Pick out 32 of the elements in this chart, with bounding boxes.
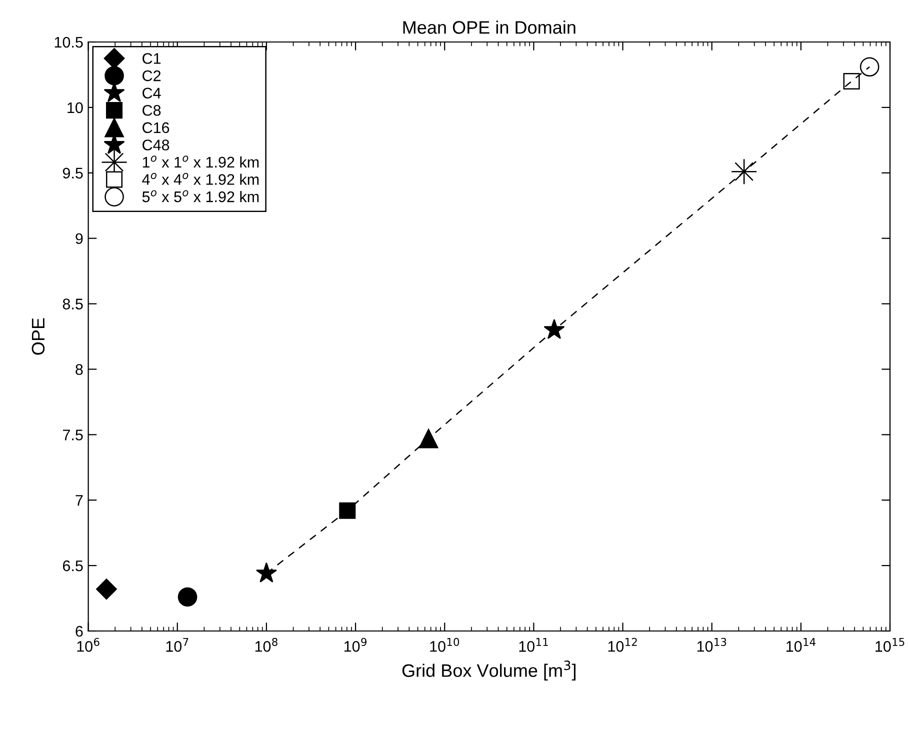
y-tick-label: 10 xyxy=(68,102,83,114)
x-tick-label: 10$^{9}$ xyxy=(344,638,367,652)
x-tick-label: 10$^{12}$ xyxy=(608,638,637,652)
y-tick-label: 7.5 xyxy=(62,430,83,440)
x-tick-label: 10$^{10}$ xyxy=(430,638,460,652)
y-tick-label: 6.5 xyxy=(62,560,83,572)
x-tick-label: 10$^{6}$ xyxy=(77,638,100,652)
legend-label: 4$^{o}$ x 4$^{o}$ x 1.92 km xyxy=(142,172,259,185)
y-tick-label: 7 xyxy=(76,495,83,506)
legend-label: 5$^{o}$ x 5$^{o}$ x 1.92 km xyxy=(142,190,259,202)
x-tick-label: 10$^{13}$ xyxy=(697,638,726,652)
y-axis-title: OPE xyxy=(32,318,45,355)
y-tick-label: 9.5 xyxy=(62,168,83,179)
x-tick-label: 10$^{7}$ xyxy=(166,638,188,652)
chart-title: Mean OPE in Domain xyxy=(403,20,576,34)
legend-label: C4 xyxy=(142,88,161,99)
x-tick-label: 10$^{15}$ xyxy=(876,638,904,652)
y-tick-label: 10.5 xyxy=(54,36,83,48)
x-tick-label: 10$^{14}$ xyxy=(786,638,816,652)
y-tick-label: 8 xyxy=(76,364,83,375)
y-tick-label: 6 xyxy=(76,626,83,637)
x-tick-label: 10$^{11}$ xyxy=(519,638,548,652)
y-tick-label: 8.5 xyxy=(62,298,83,310)
y-tick-label: 9 xyxy=(76,233,83,244)
legend-label: C16 xyxy=(142,122,170,134)
legend-label: 1$^{o}$ x 1$^{o}$ x 1.92 km xyxy=(142,156,259,168)
legend-label: C8 xyxy=(142,104,161,116)
legend-label: C1 xyxy=(142,53,161,64)
x-tick-label: 10$^{8}$ xyxy=(255,638,278,652)
x-axis-title: Grid Box Volume [m$^{3}$] xyxy=(402,660,576,681)
legend-label: C2 xyxy=(142,70,161,82)
legend-label: C48 xyxy=(142,140,170,150)
